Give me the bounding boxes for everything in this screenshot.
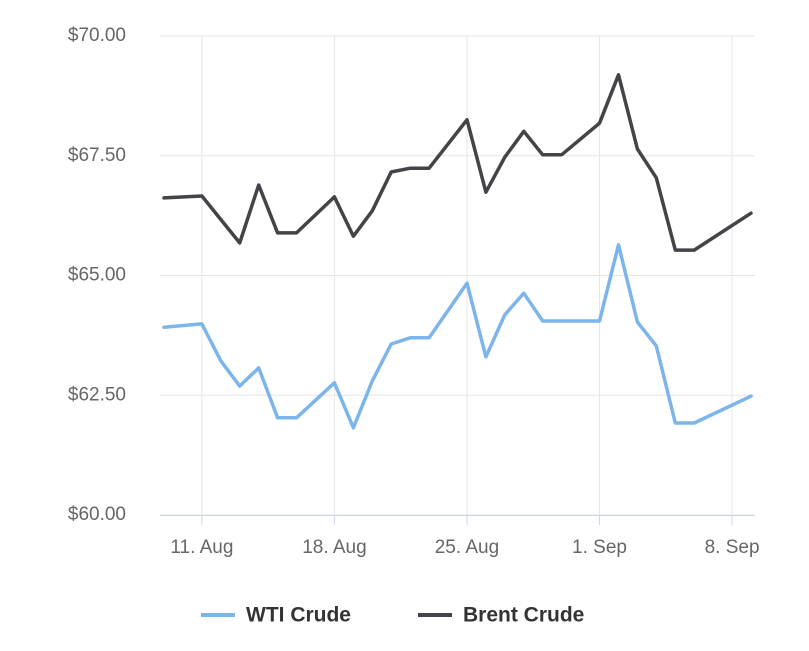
legend-item[interactable]: WTI Crude (201, 604, 351, 627)
x-tick-label: 8. Sep (705, 537, 760, 558)
y-tick-label: $62.50 (68, 384, 126, 405)
y-tick-label: $65.00 (68, 265, 126, 286)
x-tick-label: 11. Aug (170, 537, 233, 558)
y-tick-label: $67.50 (68, 145, 126, 166)
legend-item[interactable]: Brent Crude (418, 604, 584, 627)
y-tick-label: $60.00 (68, 504, 126, 525)
x-tick-label: 18. Aug (302, 537, 366, 558)
x-tick-label: 1. Sep (572, 537, 627, 558)
x-tick-label: 25. Aug (435, 537, 499, 558)
series-line (162, 73, 753, 252)
legend-label: Brent Crude (463, 604, 584, 627)
series-line (162, 243, 753, 430)
y-tick-label: $70.00 (68, 25, 126, 46)
legend-label: WTI Crude (246, 604, 351, 627)
